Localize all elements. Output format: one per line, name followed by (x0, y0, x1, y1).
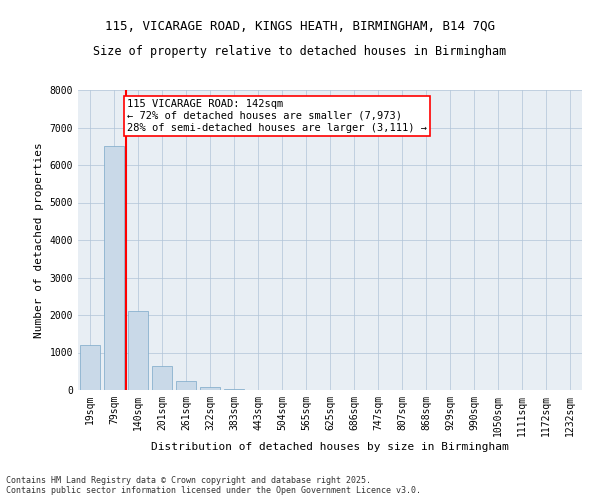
Bar (176, 380, 196, 390)
Bar (128, 311, 148, 390)
Bar (80, 345, 100, 390)
Bar (200, 386, 220, 390)
Bar (152, 366, 172, 390)
Text: 115, VICARAGE ROAD, KINGS HEATH, BIRMINGHAM, B14 7QG: 115, VICARAGE ROAD, KINGS HEATH, BIRMING… (105, 20, 495, 33)
Text: Contains HM Land Registry data © Crown copyright and database right 2025.
Contai: Contains HM Land Registry data © Crown c… (6, 476, 421, 495)
Text: 115 VICARAGE ROAD: 142sqm
← 72% of detached houses are smaller (7,973)
28% of se: 115 VICARAGE ROAD: 142sqm ← 72% of detac… (127, 100, 427, 132)
Bar (104, 146, 124, 390)
Y-axis label: Number of detached properties: Number of detached properties (34, 142, 44, 338)
X-axis label: Distribution of detached houses by size in Birmingham: Distribution of detached houses by size … (151, 442, 509, 452)
Bar (224, 389, 244, 390)
Text: Size of property relative to detached houses in Birmingham: Size of property relative to detached ho… (94, 45, 506, 58)
